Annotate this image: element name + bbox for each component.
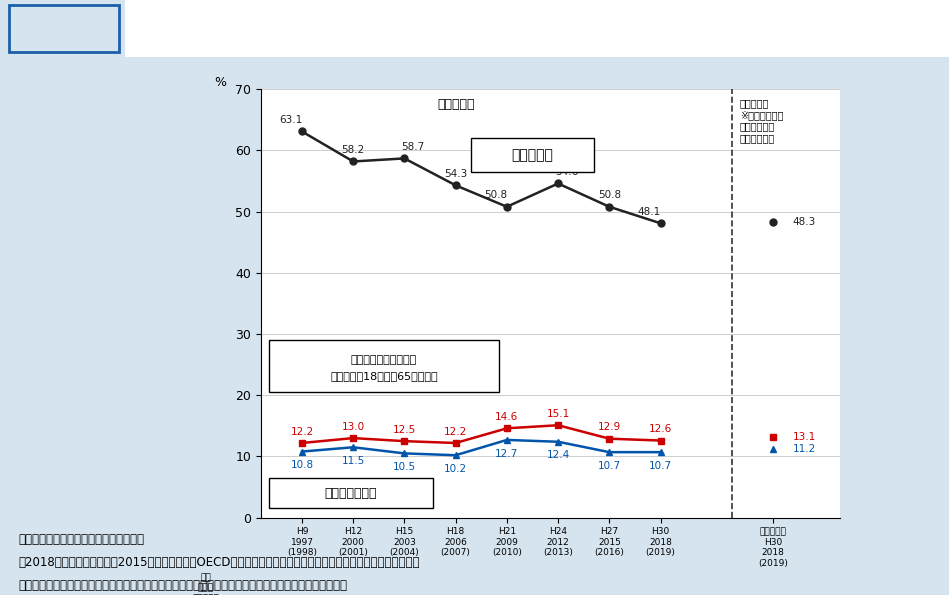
Bar <box>471 138 594 172</box>
Text: （世帯主が18歳以上65歳未満）: （世帯主が18歳以上65歳未満） <box>330 371 437 381</box>
Text: 12.4: 12.4 <box>547 450 569 461</box>
Text: 12.7: 12.7 <box>495 449 518 459</box>
Text: 14.6: 14.6 <box>495 412 518 422</box>
Text: 12.2: 12.2 <box>290 427 313 437</box>
Text: 10.5: 10.5 <box>393 462 416 472</box>
Text: 図表2-2-20: 図表2-2-20 <box>31 21 98 35</box>
Text: 動車税・軽自動車税・自動車重量税」、「企業年金掛金」及び「仕送り額」を差し引いたものである。: 動車税・軽自動車税・自動車重量税」、「企業年金掛金」及び「仕送り額」を差し引いた… <box>19 578 348 591</box>
Text: %: % <box>214 76 226 89</box>
Text: 11.5: 11.5 <box>342 456 364 466</box>
Text: 10.8: 10.8 <box>290 460 313 470</box>
Text: 12.2: 12.2 <box>444 427 467 437</box>
Bar <box>125 0 949 57</box>
Text: （旧基準）: （旧基準） <box>437 98 474 111</box>
Text: 11.2: 11.2 <box>792 444 816 454</box>
Text: 58.7: 58.7 <box>401 142 424 152</box>
Text: 12.5: 12.5 <box>393 425 416 435</box>
Text: 58.2: 58.2 <box>342 145 364 155</box>
Text: 54.3: 54.3 <box>444 169 467 179</box>
Text: 子どもがいる現役世帯: 子どもがいる現役世帯 <box>351 355 417 365</box>
Text: 調査
対象年
（調査年）: 調査 対象年 （調査年） <box>193 574 219 595</box>
Text: 大人が二人以上: 大人が二人以上 <box>325 487 377 500</box>
Text: 48.1: 48.1 <box>638 207 661 217</box>
Text: 大人が一人: 大人が一人 <box>512 148 553 162</box>
Text: ひとり親家庭の相対的貧困率の推移: ひとり親家庭の相対的貧困率の推移 <box>152 19 324 37</box>
Text: 資料：厚生労働省「国民生活基礎調査」: 資料：厚生労働省「国民生活基礎調査」 <box>19 533 145 546</box>
Text: 48.3: 48.3 <box>792 217 816 227</box>
Text: 10.2: 10.2 <box>444 464 467 474</box>
Text: 63.1: 63.1 <box>279 115 303 125</box>
Text: 13.0: 13.0 <box>342 422 364 432</box>
Text: 2018年の「新基準」は、2015年に改定されたOECDの所得定義の新たな基準で、従来の可処分所得から更に「自: 2018年の「新基準」は、2015年に改定されたOECDの所得定義の新たな基準で… <box>19 556 420 569</box>
Text: 12.9: 12.9 <box>598 422 621 433</box>
Text: 50.8: 50.8 <box>598 190 621 201</box>
Text: 50.8: 50.8 <box>484 190 508 201</box>
Text: 54.6: 54.6 <box>555 167 578 177</box>
Bar <box>269 478 433 509</box>
Text: 10.7: 10.7 <box>649 461 672 471</box>
Text: （新基準）
※新基準は旧基
準と時系列比
較ができない: （新基準） ※新基準は旧基 準と時系列比 較ができない <box>740 98 783 143</box>
Text: 15.1: 15.1 <box>547 409 569 419</box>
Text: 12.6: 12.6 <box>649 424 672 434</box>
Text: 13.1: 13.1 <box>792 433 816 443</box>
Bar <box>269 340 499 392</box>
Text: 10.7: 10.7 <box>598 461 621 471</box>
Bar <box>9 5 119 52</box>
